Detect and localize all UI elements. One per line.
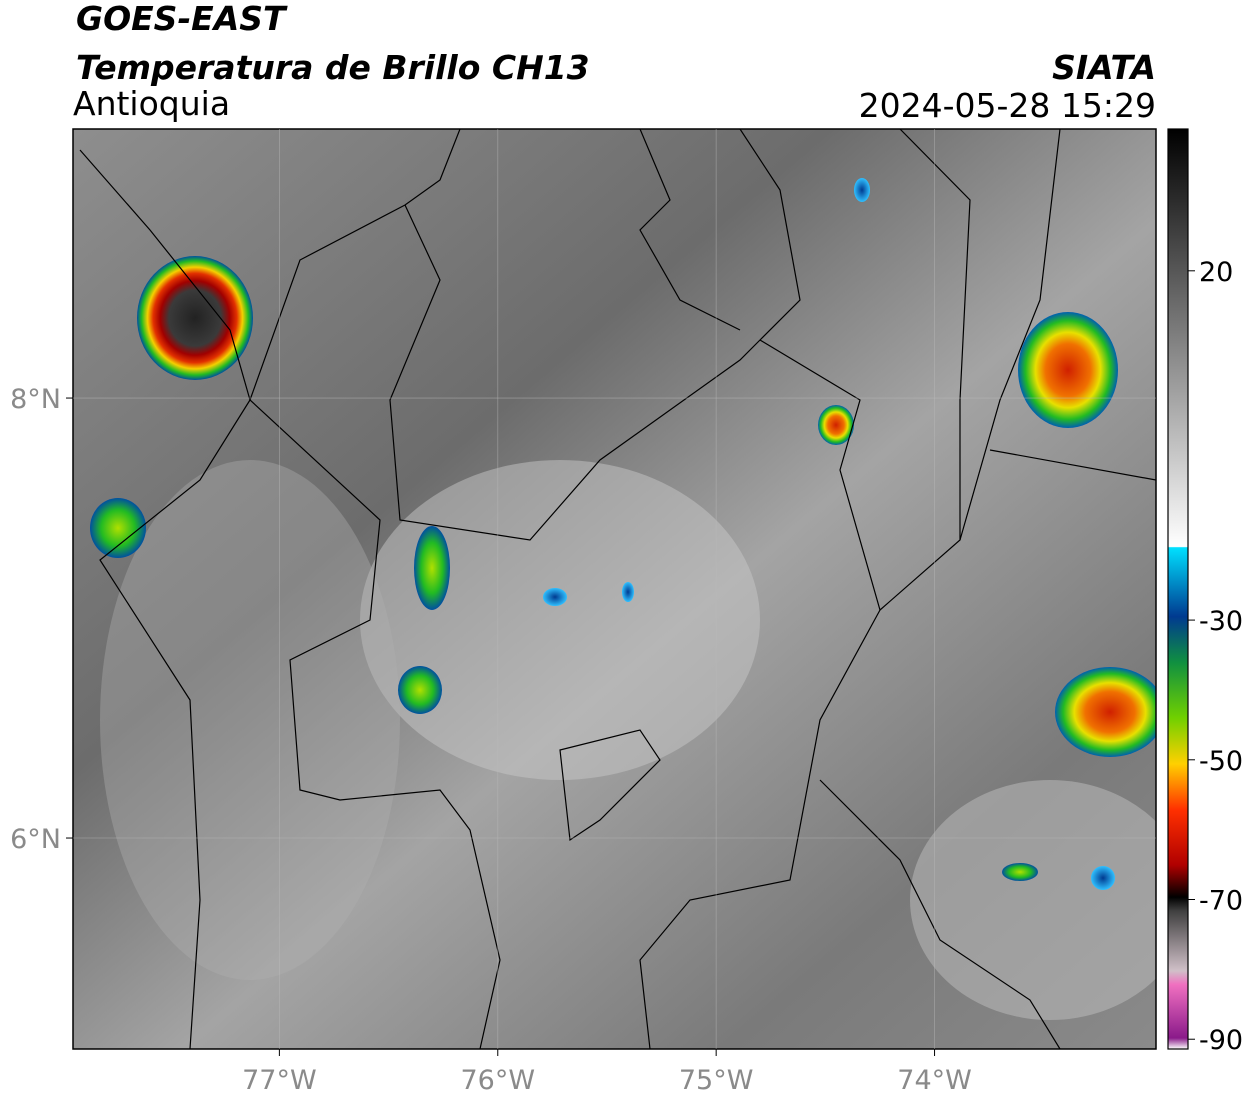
colorbar-tick-label: -50 bbox=[1199, 746, 1243, 777]
cloud-area bbox=[910, 780, 1156, 1020]
y-tick-label: 8°N bbox=[10, 384, 61, 415]
y-tick-label: 6°N bbox=[10, 824, 61, 855]
x-tick-label: 75°W bbox=[679, 1065, 754, 1096]
storm-cell bbox=[622, 582, 634, 602]
colorbar-tick-label: -90 bbox=[1199, 1025, 1243, 1056]
storm-cell bbox=[1018, 312, 1118, 428]
storm-cell bbox=[90, 498, 146, 558]
storm-cell bbox=[1002, 863, 1038, 881]
map-frame bbox=[72, 128, 1157, 1050]
storm-cell bbox=[1055, 667, 1156, 757]
colorbar bbox=[1167, 128, 1189, 1050]
region-title: Antioquia bbox=[73, 84, 230, 123]
cloud-area bbox=[100, 460, 400, 980]
datetime-label: 2024-05-28 15:29 bbox=[859, 86, 1156, 125]
colorbar-tick-label: -30 bbox=[1199, 606, 1243, 637]
x-tick-label: 77°W bbox=[242, 1065, 317, 1096]
satellite-title: GOES-EAST bbox=[76, 0, 288, 38]
storm-cell bbox=[414, 526, 450, 610]
storm-cell bbox=[398, 666, 442, 714]
cloud-area bbox=[360, 460, 760, 780]
storm-cell bbox=[137, 256, 253, 380]
storm-cell bbox=[1091, 866, 1115, 890]
product-title: Temperatura de Brillo CH13 bbox=[76, 48, 590, 87]
storm-cell bbox=[818, 405, 854, 445]
storm-cell bbox=[854, 178, 870, 202]
colorbar-tick-label: 20 bbox=[1199, 257, 1233, 288]
colorbar-tick-label: -70 bbox=[1199, 886, 1243, 917]
source-label: SIATA bbox=[1052, 48, 1156, 87]
x-tick-label: 76°W bbox=[460, 1065, 535, 1096]
borders bbox=[79, 129, 1156, 1049]
satellite-image bbox=[73, 129, 1156, 1049]
storm-cell bbox=[543, 588, 567, 606]
x-tick-label: 74°W bbox=[897, 1065, 972, 1096]
